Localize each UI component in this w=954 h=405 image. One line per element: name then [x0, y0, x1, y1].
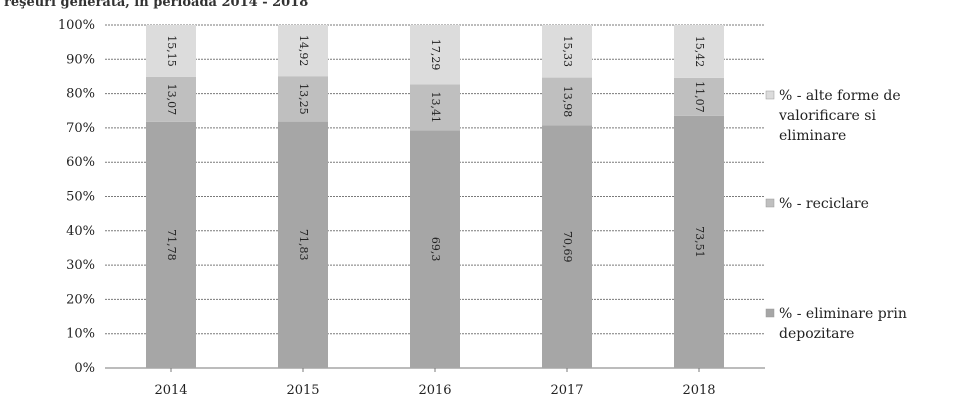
chart-title-fragment: reşeuri generata, in perioada 2014 - 201… — [4, 0, 308, 10]
bar-segment — [146, 121, 196, 368]
y-tick-label: 50% — [66, 190, 95, 205]
legend-label: % - reciclare — [779, 196, 869, 212]
bar-segment — [410, 84, 460, 131]
legend-swatch — [765, 198, 775, 208]
bar-segment — [674, 25, 724, 78]
y-tick-label: 70% — [66, 121, 95, 136]
data-label: 13,07 — [165, 84, 178, 116]
x-tick-label: 2017 — [550, 383, 583, 398]
data-label: 14,92 — [297, 35, 310, 67]
bar-segment — [146, 25, 196, 77]
y-tick-label: 0% — [74, 361, 95, 376]
bar-segment — [542, 77, 592, 126]
y-tick-label: 20% — [66, 292, 95, 307]
data-label: 13,41 — [429, 92, 442, 124]
bar-segment — [542, 25, 592, 78]
bar-segment — [278, 121, 328, 368]
x-tick-label: 2014 — [154, 383, 187, 398]
bar-segment — [542, 125, 592, 369]
x-axis: 2014 2015 2016 2017 2018 — [154, 368, 716, 398]
data-label: 17,29 — [429, 39, 442, 71]
bar-segment — [410, 130, 460, 368]
x-tick-label: 2016 — [418, 383, 451, 398]
data-label: 69,3 — [429, 237, 442, 262]
bar-segment — [674, 77, 724, 116]
legend: % - alte forme de valorificare si eliminar… — [765, 88, 907, 342]
y-tick-label: 90% — [66, 52, 95, 67]
bar-segment — [278, 25, 328, 77]
bar-segment — [674, 115, 724, 368]
data-label: 70,69 — [561, 231, 574, 263]
data-label: 13,25 — [297, 83, 310, 115]
data-label: 73,51 — [693, 226, 706, 258]
y-tick-label: 80% — [66, 87, 95, 102]
x-tick-label: 2018 — [682, 383, 715, 398]
bars: 71,78 13,07 15,15 71,83 13,25 14,92 69,3 13,41 1… — [146, 25, 724, 369]
legend-label: eliminare — [779, 128, 846, 144]
y-tick-label: 10% — [66, 327, 95, 342]
x-tick-label: 2015 — [286, 383, 319, 398]
legend-swatch — [765, 308, 775, 318]
y-tick-label: 30% — [66, 258, 95, 273]
legend-label: depozitare — [779, 326, 854, 342]
bar-segment — [410, 25, 460, 85]
legend-label: valorificare si — [778, 108, 876, 124]
data-label: 13,98 — [561, 86, 574, 118]
legend-swatch — [765, 90, 775, 100]
y-tick-label: 100% — [58, 18, 95, 33]
y-tick-label: 60% — [66, 155, 95, 170]
y-axis: 0% 10% 20% 30% 40% 50% 60% 70% 80% 90% 100% — [58, 18, 95, 376]
bar-segment — [278, 76, 328, 122]
y-tick-label: 40% — [66, 224, 95, 239]
data-label: 15,15 — [165, 35, 178, 67]
data-label: 15,42 — [693, 36, 706, 67]
legend-label: % - eliminare prin — [779, 306, 907, 322]
data-label: 11,07 — [693, 81, 706, 113]
data-label: 15,33 — [561, 36, 574, 68]
data-label: 71,78 — [165, 229, 178, 260]
data-label: 71,83 — [297, 229, 310, 261]
bar-segment — [146, 76, 196, 122]
legend-label: % - alte forme de — [779, 88, 901, 104]
